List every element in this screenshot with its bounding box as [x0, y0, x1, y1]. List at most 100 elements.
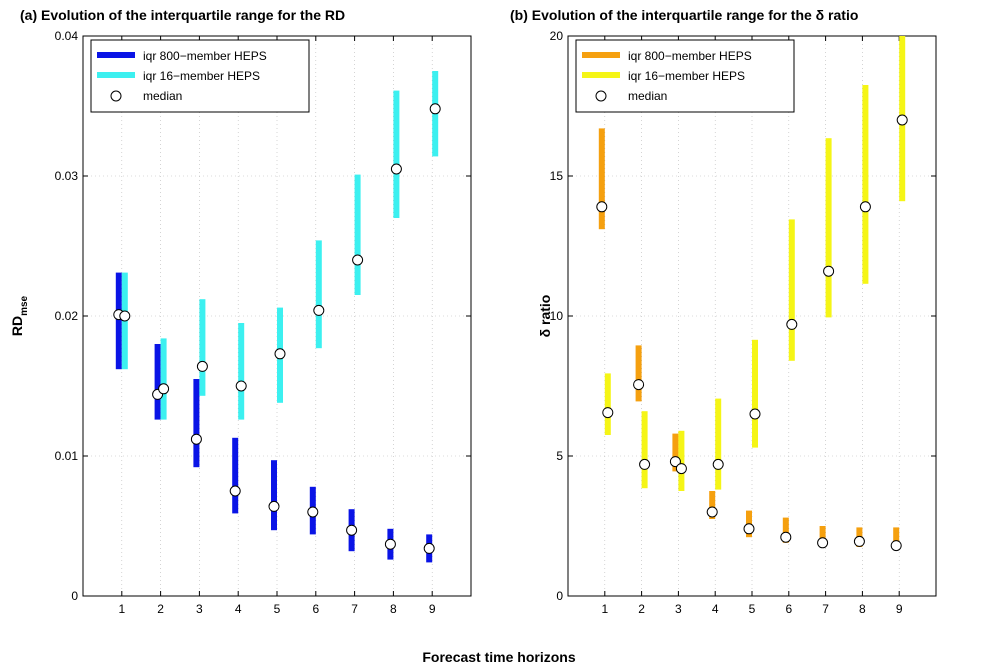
iqr-bar [678, 430, 685, 491]
iqr-bar [315, 240, 322, 349]
legend-label: iqr 16−member HEPS [143, 69, 260, 83]
x-tick-label: 6 [312, 602, 319, 616]
median-marker [119, 310, 131, 322]
median-marker [675, 463, 687, 475]
median-marker [229, 485, 241, 497]
median-marker [853, 535, 865, 547]
legend-median-marker [595, 90, 607, 102]
x-tick-label: 9 [429, 602, 436, 616]
x-tick-label: 2 [638, 602, 645, 616]
x-tick-label: 5 [274, 602, 281, 616]
iqr-bar [709, 491, 716, 519]
x-tick-label: 6 [785, 602, 792, 616]
median-marker [669, 456, 681, 468]
median-marker [307, 506, 319, 518]
median-marker [859, 201, 871, 213]
y-tick-label: 10 [550, 309, 564, 323]
median-marker [274, 348, 286, 360]
y-tick-label: 0.04 [55, 29, 79, 43]
x-tick-label: 9 [896, 602, 903, 616]
iqr-bar [232, 437, 239, 514]
x-tick-label: 2 [157, 602, 164, 616]
chart-title: (b) Evolution of the interquartile range… [510, 7, 858, 23]
iqr-bar [752, 339, 758, 448]
x-tick-label: 4 [712, 602, 719, 616]
y-axis-label: RDmse [9, 295, 30, 336]
x-tick-label: 3 [196, 602, 203, 616]
median-marker [423, 542, 435, 554]
median-marker [743, 523, 755, 535]
x-tick-label: 1 [601, 602, 608, 616]
iqr-bar [604, 373, 611, 435]
legend-label: median [143, 89, 182, 103]
median-marker [780, 531, 792, 543]
x-tick-label: 8 [859, 602, 866, 616]
y-axis-label-subscript: mse [19, 295, 30, 315]
median-marker [190, 433, 202, 445]
y-axis-label-main: δ ratio [537, 295, 553, 338]
x-tick-label: 7 [351, 602, 358, 616]
y-tick-label: 0 [556, 589, 563, 603]
iqr-bar [715, 398, 722, 490]
median-marker [384, 538, 396, 550]
x-tick-label: 3 [675, 602, 682, 616]
y-tick-label: 0.02 [55, 309, 79, 323]
panel-a: (a) Evolution of the interquartile range… [9, 7, 472, 616]
iqr-bar [598, 128, 605, 230]
shared-x-axis-label: Forecast time horizons [422, 649, 575, 665]
x-tick-label: 7 [822, 602, 829, 616]
panel-b: (b) Evolution of the interquartile range… [510, 7, 937, 616]
median-marker [268, 500, 280, 512]
y-tick-label: 0.01 [55, 449, 79, 463]
legend: iqr 800−member HEPS iqr 16−member HEPS med… [575, 39, 795, 113]
y-axis-label-main: RD [9, 316, 25, 336]
median-marker [596, 201, 608, 213]
x-tick-label: 1 [118, 602, 125, 616]
median-marker [390, 163, 402, 175]
iqr-bar [199, 299, 206, 396]
median-marker [602, 407, 614, 419]
median-marker [429, 103, 441, 115]
y-tick-label: 15 [550, 169, 564, 183]
x-tick-label: 5 [749, 602, 756, 616]
legend-label: iqr 800−member HEPS [628, 49, 752, 63]
legend-label: iqr 800−member HEPS [143, 49, 267, 63]
y-tick-label: 0.03 [55, 169, 79, 183]
median-marker [235, 380, 247, 392]
median-marker [352, 254, 364, 266]
median-marker [346, 524, 358, 536]
median-marker [639, 458, 651, 470]
iqr-bar [393, 90, 400, 218]
legend-swatch [97, 52, 135, 58]
iqr-bar [782, 517, 789, 543]
legend-label: iqr 16−member HEPS [628, 69, 745, 83]
x-tick-label: 8 [390, 602, 397, 616]
iqr-bar [862, 85, 869, 284]
iqr-bar [238, 323, 245, 420]
y-tick-label: 0 [71, 589, 78, 603]
median-marker [890, 540, 902, 552]
iqr-bar [635, 345, 642, 402]
iqr-bar [788, 219, 795, 361]
iqr-bar [672, 433, 679, 472]
median-marker [196, 360, 208, 372]
median-marker [706, 506, 718, 518]
median-marker [817, 537, 829, 549]
y-axis-label: δ ratio [537, 295, 553, 338]
x-tick-label: 4 [235, 602, 242, 616]
iqr-bar [271, 460, 277, 531]
iqr-bar [641, 411, 648, 489]
legend-swatch [582, 52, 620, 58]
iqr-bar [893, 527, 900, 549]
legend-swatch [582, 72, 620, 78]
median-marker [823, 265, 835, 277]
legend-label: median [628, 89, 667, 103]
legend-median-marker [110, 90, 122, 102]
median-marker [786, 318, 798, 330]
iqr-bar [160, 338, 167, 420]
y-tick-label: 20 [550, 29, 564, 43]
iqr-bar [819, 526, 826, 547]
iqr-bar [115, 272, 122, 370]
y-tick-label: 5 [556, 449, 563, 463]
